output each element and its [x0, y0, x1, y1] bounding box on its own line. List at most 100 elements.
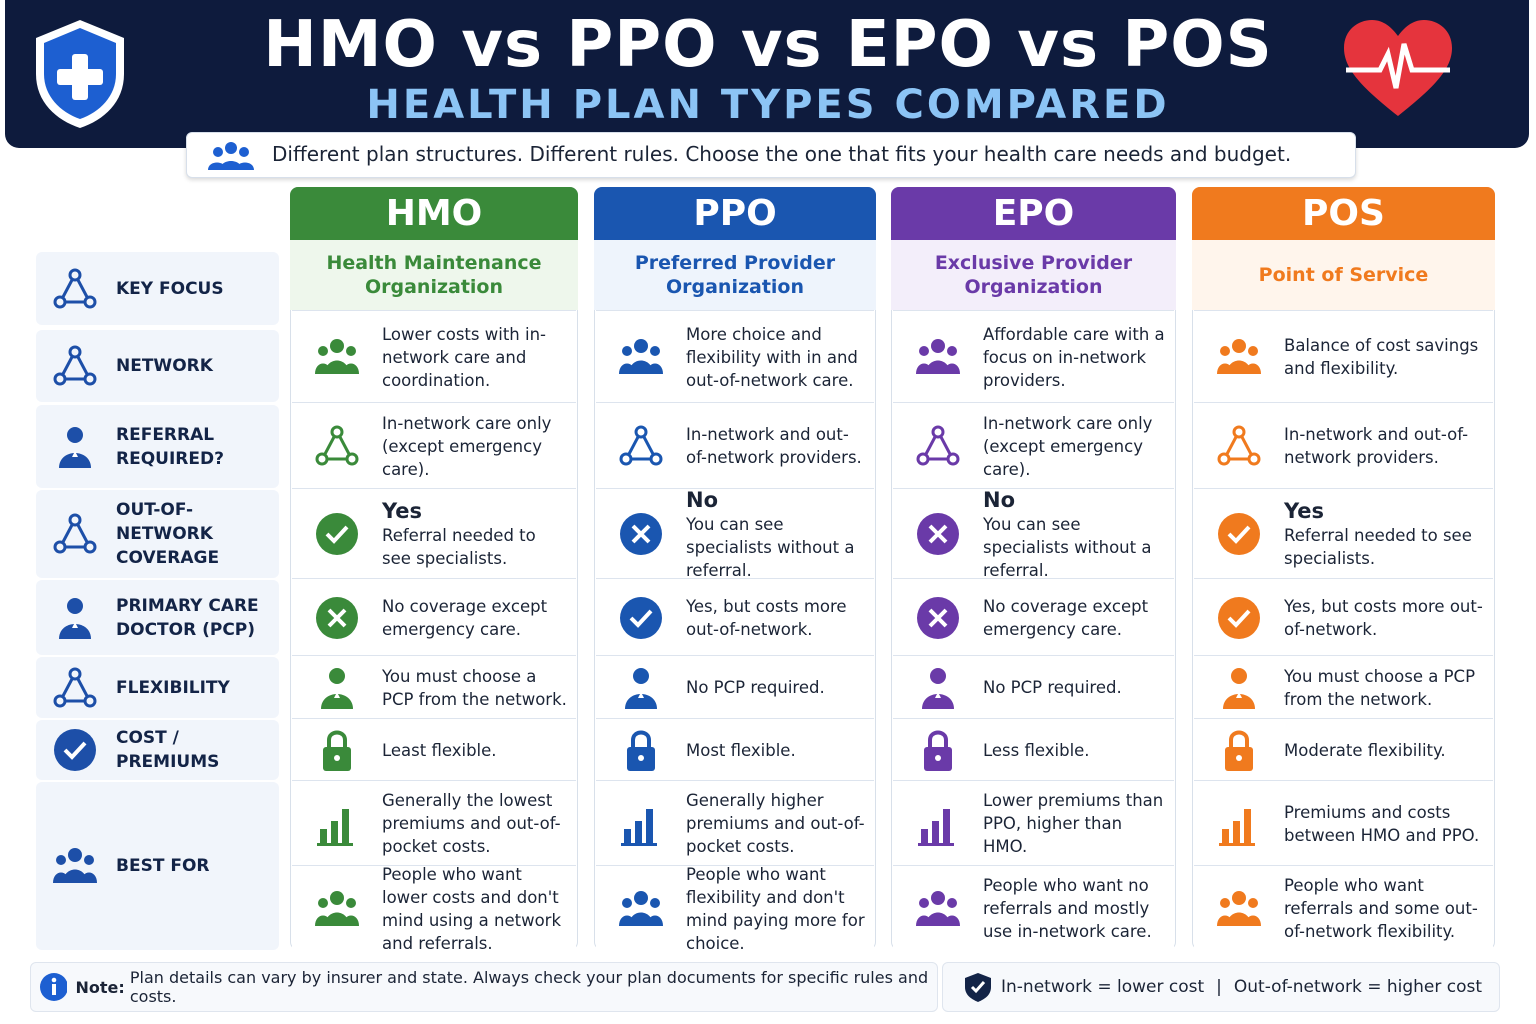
info-icon	[40, 973, 68, 1001]
cell: Less flexible.	[893, 718, 1174, 781]
cell-text-block: In-network and out-of-network providers.	[1284, 423, 1493, 469]
icon	[54, 729, 96, 771]
row-label: KEY FOCUS	[36, 252, 279, 325]
plan-name: POS	[1192, 187, 1495, 240]
cell-text: People who want no referrals and mostly …	[983, 876, 1152, 941]
icon	[321, 667, 353, 709]
plan-full-name: Exclusive Provider Organization	[891, 240, 1176, 310]
cell: Most flexible.	[596, 718, 874, 781]
plan-name: HMO	[290, 187, 578, 240]
icon	[620, 596, 662, 639]
cell-text-block: Yes Referral needed to see specialists.	[1284, 498, 1493, 570]
icon	[315, 339, 359, 374]
icon	[621, 808, 657, 846]
cell-text: In-network and out-of-network providers.	[1284, 425, 1469, 467]
cell: Moderate flexibility.	[1194, 718, 1493, 781]
shield-icon	[36, 20, 124, 128]
people-icon	[208, 142, 254, 170]
cell-text: More choice and flexibility with in and …	[686, 324, 858, 390]
header-bar	[5, 0, 1529, 148]
cell-heading: No	[983, 487, 1016, 512]
icon	[1223, 667, 1255, 709]
cell-text-block: In-network care only (except emergency c…	[382, 412, 576, 481]
tagline-box	[186, 132, 1356, 178]
icon	[316, 513, 358, 555]
icon	[315, 425, 359, 466]
icon	[1225, 730, 1253, 771]
cell: No You can see specialists without a refe…	[893, 487, 1174, 582]
icon	[916, 339, 960, 374]
icon	[619, 339, 663, 374]
cell-text: Referral needed to see specialists.	[1284, 526, 1472, 568]
cell-text-block: No You can see specialists without a refe…	[983, 487, 1174, 582]
icon	[924, 730, 952, 771]
cell: You must choose a PCP from the network.	[1194, 655, 1493, 719]
icon	[619, 890, 663, 926]
icon	[316, 596, 358, 639]
cell: Yes, but costs more out-of-network.	[596, 578, 874, 656]
cell-text: People who want referrals and some out-o…	[1284, 876, 1478, 941]
cell: In-network care only (except emergency c…	[292, 402, 576, 489]
cell-text: Generally higher premiums and out-of-poc…	[686, 791, 865, 856]
cell: Yes Referral needed to see specialists.	[1194, 488, 1493, 579]
row-label: PRIMARY CARE DOCTOR (PCP)	[36, 580, 279, 655]
cell-text: Affordable care with a focus on in-netwo…	[983, 324, 1165, 390]
heart-icon	[1344, 20, 1452, 116]
note-box: Note: Plan details can vary by insurer a…	[30, 962, 938, 1012]
cell-text-block: People who want referrals and some out-o…	[1284, 874, 1493, 943]
cell-text-block: Premiums and costs between HMO and PPO.	[1284, 801, 1493, 847]
row-label-text: PRIMARY CARE DOCTOR (PCP)	[116, 595, 259, 640]
row-label-text: REFERRAL REQUIRED?	[116, 424, 224, 469]
icon	[315, 890, 359, 926]
cell-text: Lower costs with in-network care and coo…	[382, 324, 546, 390]
cell-text: No PCP required.	[686, 678, 825, 697]
row-label: OUT-OF-NETWORK COVERAGE	[36, 490, 279, 578]
cell-text-block: People who want no referrals and mostly …	[983, 874, 1174, 943]
cell: In-network and out-of-network providers.	[596, 402, 874, 489]
cell: No PCP required.	[893, 655, 1174, 719]
subtitle: HEALTH PLAN TYPES COMPARED	[366, 82, 1170, 128]
cell-text-block: In-network care only (except emergency c…	[983, 412, 1174, 481]
icon	[916, 890, 960, 926]
cell-text-block: Generally higher premiums and out-of-poc…	[686, 789, 874, 858]
shield-small	[965, 973, 991, 1002]
tagline: Different plan structures. Different rul…	[272, 142, 1292, 166]
cell-text: Least flexible.	[382, 740, 497, 760]
cell: No coverage except emergency care.	[292, 578, 576, 656]
plan-name: EPO	[891, 187, 1176, 240]
cell-text-block: Generally the lowest premiums and out-of…	[382, 789, 576, 858]
row-label-text: OUT-OF-NETWORK COVERAGE	[116, 500, 220, 568]
icon	[323, 730, 351, 771]
cell-text: People who want lower costs and don't mi…	[382, 864, 562, 953]
icon	[917, 596, 959, 639]
row-label-text: FLEXIBILITY	[116, 677, 230, 698]
cell-text-block: Moderate flexibility.	[1284, 739, 1454, 762]
icon	[916, 425, 960, 466]
icon	[625, 667, 657, 709]
cell: People who want no referrals and mostly …	[893, 865, 1174, 951]
cell: No PCP required.	[596, 655, 874, 719]
cell-text-block: No coverage except emergency care.	[983, 595, 1174, 641]
cell-text-block: Lower premiums than PPO, higher than HMO…	[983, 789, 1174, 858]
row-label: NETWORK	[36, 330, 279, 402]
cell-text-block: In-network and out-of-network providers.	[686, 423, 874, 469]
cell: Generally higher premiums and out-of-poc…	[596, 780, 874, 866]
cell-text: Premiums and costs between HMO and PPO.	[1284, 802, 1480, 845]
row-label-text: COST / PREMIUMS	[116, 728, 220, 772]
cell-text-block: No PCP required.	[983, 676, 1130, 699]
row-label: COST / PREMIUMS	[36, 720, 279, 780]
cell-text: People who want flexibility and don't mi…	[686, 864, 865, 953]
cell-text-block: No coverage except emergency care.	[382, 595, 576, 641]
cell-text: In-network care only (except emergency c…	[983, 413, 1153, 479]
cell-text: No PCP required.	[983, 678, 1122, 697]
cell-text: Moderate flexibility.	[1284, 740, 1446, 760]
legend-item: In-network = lower cost	[1001, 977, 1205, 997]
icon	[1218, 596, 1260, 639]
cell-text-block: More choice and flexibility with in and …	[686, 323, 874, 392]
cell: No coverage except emergency care.	[893, 578, 1174, 656]
cell-heading: Yes	[382, 499, 423, 523]
cell-text-block: Less flexible.	[983, 739, 1098, 762]
cell: People who want referrals and some out-o…	[1194, 865, 1493, 951]
icon	[53, 268, 97, 308]
